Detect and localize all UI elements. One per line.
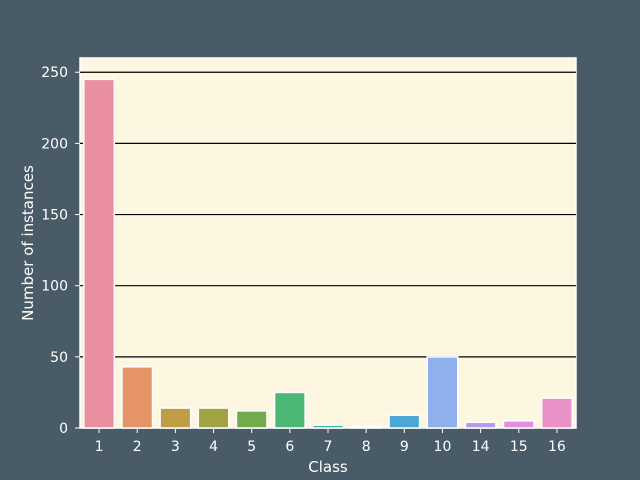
bar-class-15: [502, 420, 535, 429]
bar-class-14: [464, 421, 497, 429]
x-tick-label: 2: [133, 439, 142, 455]
y-axis-label: Number of instances: [19, 165, 37, 321]
x-tick-label: 14: [472, 439, 490, 455]
bars: [83, 78, 573, 429]
bar-class-16: [540, 397, 573, 429]
bar-class-6: [273, 391, 306, 429]
x-axis-label: Class: [308, 458, 348, 476]
x-tick-label: 4: [209, 439, 218, 455]
y-tick-label: 250: [41, 65, 68, 81]
bar-class-9: [388, 414, 421, 429]
bar-class-10: [426, 356, 459, 429]
x-tick-label: 3: [171, 439, 180, 455]
bar-class-5: [235, 410, 268, 429]
y-tick-label: 100: [41, 279, 68, 295]
bar-class-8: [350, 425, 383, 429]
bar-class-2: [121, 366, 154, 429]
plot-area: [79, 57, 577, 429]
x-tick-label: 1: [95, 439, 104, 455]
y-tick-label: 200: [41, 136, 68, 152]
bar-class-4: [197, 407, 230, 429]
x-tick-label: 8: [362, 439, 371, 455]
y-tick-label: 0: [59, 421, 68, 437]
x-tick-label: 10: [434, 439, 452, 455]
gridlines: [80, 71, 576, 358]
bar-class-7: [311, 424, 345, 429]
x-axis-ticks: 1 2 3 4 5 6 7 8 9 10 14 15 16: [95, 428, 566, 455]
x-tick-label: 16: [548, 439, 566, 455]
bar-class-3: [159, 407, 192, 429]
x-tick-label: 6: [285, 439, 294, 455]
x-tick-label: 9: [400, 439, 409, 455]
bar-class-1: [83, 78, 116, 429]
x-tick-label: 5: [247, 439, 256, 455]
y-tick-label: 150: [41, 208, 68, 224]
y-axis-ticks: 0 50 100 150 200 250: [41, 65, 80, 437]
y-tick-label: 50: [50, 350, 68, 366]
x-tick-label: 7: [324, 439, 333, 455]
x-tick-label: 15: [510, 439, 528, 455]
